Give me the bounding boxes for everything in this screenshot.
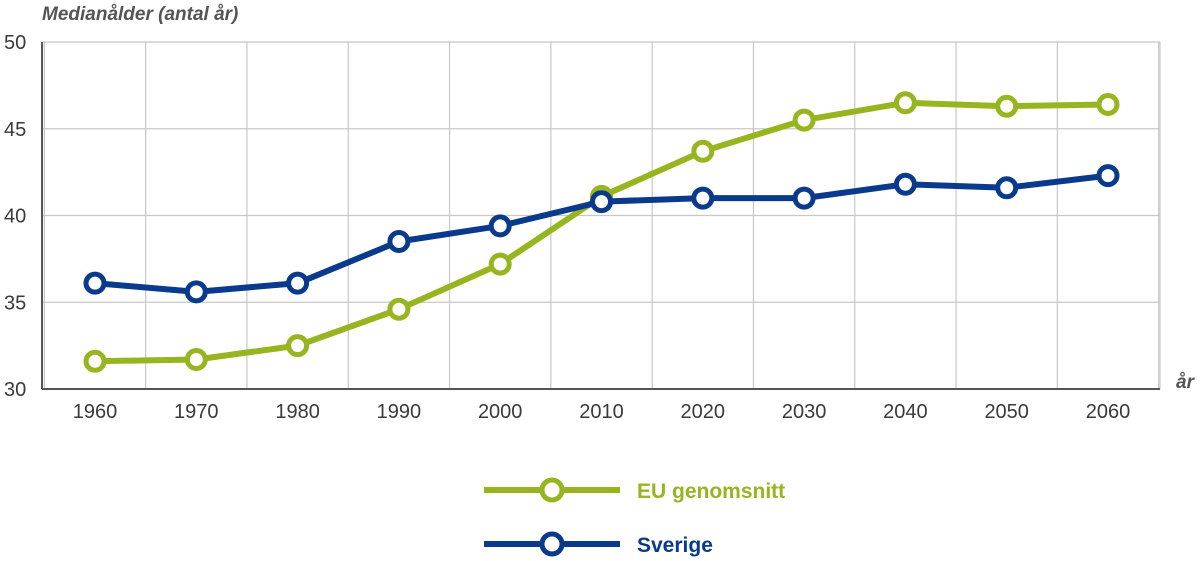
- tick-labels: 30 35 40 45 50 1960 1970 1980 1990 2000 2010 2020 20…: [4, 32, 1130, 423]
- data-point: [184, 348, 208, 372]
- y-axis-label: Medianålder (antal år): [42, 4, 238, 25]
- x-tick-label: 2040: [883, 401, 928, 423]
- data-point: [184, 280, 208, 304]
- x-tick-label: 2060: [1086, 401, 1131, 423]
- legend-item: Sverige: [484, 531, 713, 557]
- x-tick-label: 1990: [377, 401, 422, 423]
- y-tick-label: 50: [4, 32, 26, 54]
- series-2: [83, 164, 1120, 304]
- data-point: [83, 271, 107, 295]
- chart-axes: [41, 42, 1160, 390]
- y-tick-label: 35: [4, 292, 26, 314]
- y-tick-label: 40: [4, 206, 26, 228]
- x-tick-label: 2010: [579, 401, 624, 423]
- x-tick-label: 1960: [73, 401, 118, 423]
- data-point: [691, 186, 715, 210]
- data-point: [387, 297, 411, 321]
- chart-grid: [42, 41, 1161, 390]
- data-point: [893, 91, 917, 115]
- data-point: [995, 176, 1019, 200]
- legend-marker: [539, 531, 565, 557]
- x-axis-label: år: [1176, 372, 1196, 393]
- data-point: [590, 190, 613, 214]
- x-tick-label: 2030: [782, 401, 827, 423]
- x-tick-label: 2020: [681, 401, 726, 423]
- data-point: [286, 271, 310, 295]
- x-tick-label: 1980: [275, 401, 320, 423]
- series-group: [83, 91, 1120, 373]
- data-point: [792, 186, 816, 210]
- data-point: [286, 334, 310, 358]
- series-1: [83, 91, 1120, 373]
- data-point: [691, 139, 715, 163]
- x-tick-label: 1970: [174, 401, 219, 423]
- data-point: [1096, 164, 1120, 188]
- data-point: [387, 230, 411, 254]
- data-point: [893, 172, 917, 196]
- legend-label: Sverige: [637, 534, 713, 557]
- y-tick-label: 45: [4, 119, 26, 141]
- legend-label: EU genomsnitt: [637, 480, 785, 503]
- data-point: [1096, 92, 1120, 116]
- x-tick-label: 2050: [984, 401, 1029, 423]
- data-point: [83, 349, 107, 373]
- data-point: [995, 94, 1019, 118]
- y-tick-label: 30: [4, 379, 26, 401]
- legend-item: EU genomsnitt: [484, 477, 785, 503]
- data-point: [792, 108, 816, 132]
- legend-marker: [539, 477, 565, 503]
- data-point: [488, 252, 512, 276]
- x-tick-label: 2000: [478, 401, 523, 423]
- legend: EU genomsnitt Sverige: [484, 477, 785, 557]
- data-point: [488, 214, 512, 238]
